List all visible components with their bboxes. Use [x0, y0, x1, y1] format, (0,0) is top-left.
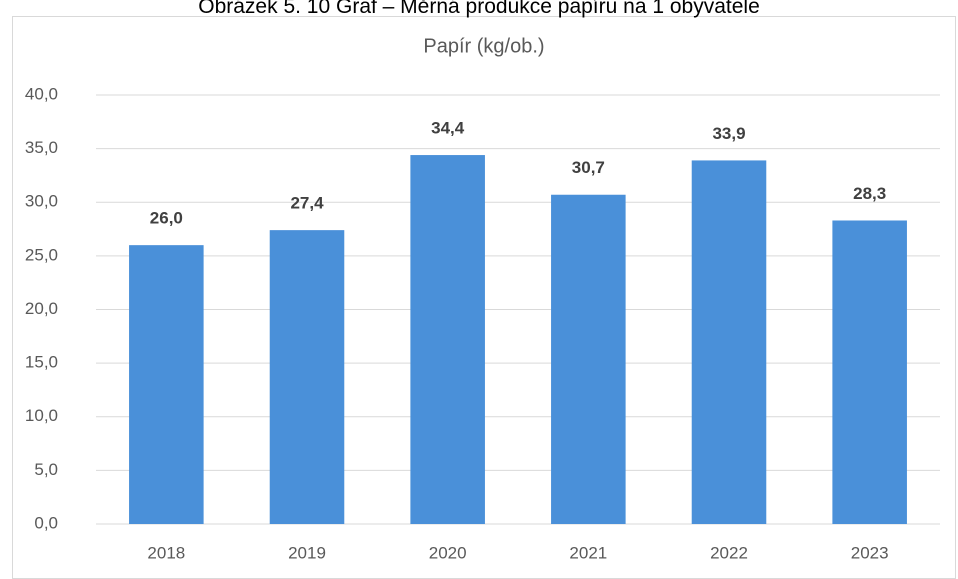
x-tick-label: 2018 — [147, 543, 185, 562]
y-tick-label: 35,0 — [25, 138, 58, 157]
y-tick-label: 25,0 — [25, 245, 58, 264]
x-tick-label: 2019 — [288, 543, 326, 562]
x-tick-label: 2020 — [429, 543, 467, 562]
y-tick-label: 0,0 — [34, 513, 58, 532]
y-tick-label: 5,0 — [34, 460, 58, 479]
y-tick-label: 20,0 — [25, 299, 58, 318]
value-label: 28,3 — [853, 184, 886, 203]
value-label: 26,0 — [150, 209, 183, 228]
y-tick-label: 10,0 — [25, 406, 58, 425]
chart-title: Papír (kg/ob.) — [423, 35, 544, 57]
y-tick-label: 30,0 — [25, 192, 58, 211]
x-tick-label: 2023 — [851, 543, 889, 562]
x-tick-label: 2022 — [710, 543, 748, 562]
bar — [410, 155, 485, 524]
bar — [832, 220, 907, 525]
bar — [691, 160, 767, 525]
y-tick-label: 15,0 — [25, 353, 58, 372]
x-tick-label: 2021 — [569, 543, 607, 562]
value-label: 27,4 — [290, 194, 324, 213]
value-label: 33,9 — [712, 124, 745, 143]
bar — [129, 245, 204, 524]
value-label: 34,4 — [431, 119, 465, 138]
bar — [269, 230, 345, 524]
value-label: 30,7 — [572, 158, 605, 177]
bar — [551, 194, 626, 524]
y-tick-label: 40,0 — [25, 84, 58, 103]
figure-caption: Obrázek 5. 10 Graf – Měrná produkce papí… — [198, 0, 760, 18]
